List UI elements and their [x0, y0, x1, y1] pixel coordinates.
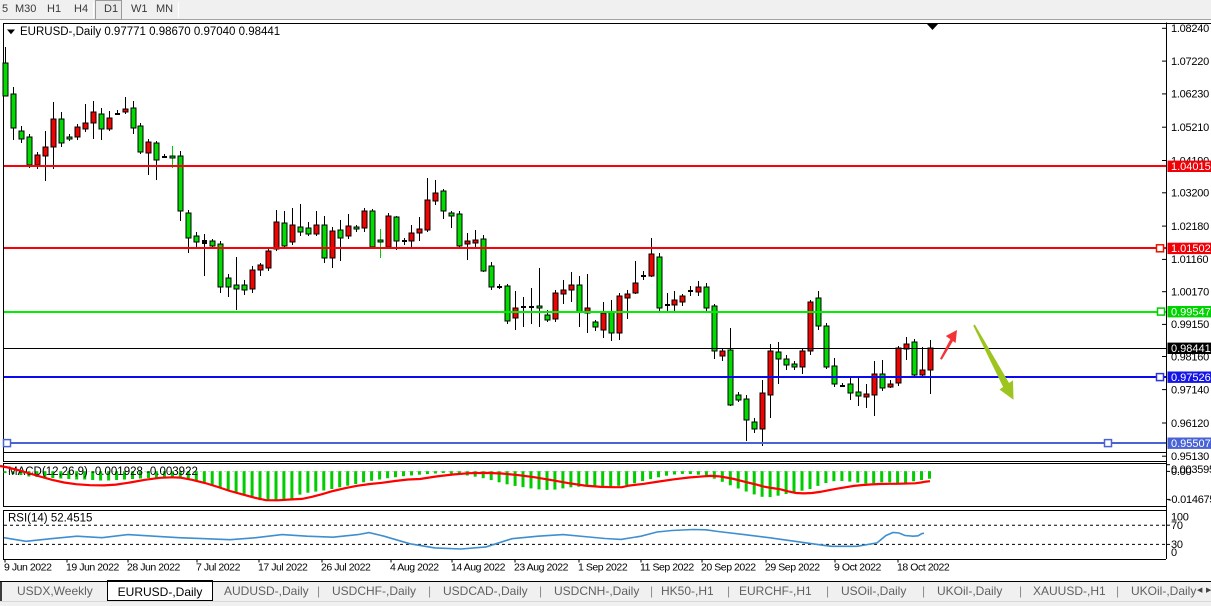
- svg-text:30: 30: [1171, 539, 1183, 551]
- svg-text:100: 100: [1171, 511, 1189, 523]
- svg-text:19 Jun 2022: 19 Jun 2022: [66, 562, 119, 574]
- svg-text:0.97140: 0.97140: [1171, 384, 1209, 396]
- svg-text:0.97526: 0.97526: [1171, 372, 1211, 384]
- svg-text:11 Sep 2022: 11 Sep 2022: [640, 562, 694, 574]
- svg-text:1.08240: 1.08240: [1171, 23, 1209, 35]
- svg-text:-0.014675: -0.014675: [1168, 494, 1211, 506]
- svg-text:0.003595: 0.003595: [1171, 464, 1211, 476]
- svg-text:1.06230: 1.06230: [1171, 89, 1209, 101]
- svg-text:9 Jun 2022: 9 Jun 2022: [4, 562, 52, 574]
- svg-text:4 Aug 2022: 4 Aug 2022: [390, 562, 439, 574]
- svg-text:1.01160: 1.01160: [1171, 254, 1208, 266]
- svg-text:9 Oct 2022: 9 Oct 2022: [834, 562, 881, 574]
- svg-text:0.95507: 0.95507: [1171, 438, 1211, 450]
- svg-text:1.04015: 1.04015: [1171, 161, 1211, 173]
- svg-text:1.00170: 1.00170: [1171, 287, 1209, 299]
- svg-text:1 Sep 2022: 1 Sep 2022: [578, 562, 628, 574]
- svg-text:0.99547: 0.99547: [1171, 307, 1211, 319]
- svg-text:0.96120: 0.96120: [1171, 418, 1209, 430]
- svg-text:0.98441: 0.98441: [1171, 343, 1211, 355]
- svg-text:1.01502: 1.01502: [1171, 243, 1211, 255]
- svg-text:17 Jul 2022: 17 Jul 2022: [258, 562, 308, 574]
- svg-text:0.00: 0.00: [1171, 466, 1192, 478]
- svg-text:20 Sep 2022: 20 Sep 2022: [701, 562, 756, 574]
- svg-text:14 Aug 2022: 14 Aug 2022: [451, 562, 506, 574]
- svg-text:0.99150: 0.99150: [1171, 319, 1209, 331]
- svg-text:EURUSD-,Daily 0.97771 0.98670: EURUSD-,Daily 0.97771 0.98670 0.97040 0.…: [20, 26, 280, 38]
- svg-text:0.98160: 0.98160: [1171, 351, 1209, 363]
- svg-text:26 Jul 2022: 26 Jul 2022: [321, 562, 371, 574]
- svg-text:1.05210: 1.05210: [1171, 122, 1209, 134]
- svg-text:MACD(12,26,9) -0.001928 -0.003: MACD(12,26,9) -0.001928 -0.003922: [8, 466, 198, 478]
- svg-text:29 Sep 2022: 29 Sep 2022: [765, 562, 820, 574]
- svg-text:RSI(14) 52.4515: RSI(14) 52.4515: [8, 513, 92, 525]
- svg-text:70: 70: [1171, 520, 1183, 532]
- svg-text:0: 0: [1171, 547, 1177, 559]
- svg-text:23 Aug 2022: 23 Aug 2022: [514, 562, 569, 574]
- svg-text:1.02180: 1.02180: [1171, 221, 1209, 233]
- svg-text:1.07220: 1.07220: [1171, 56, 1209, 68]
- svg-text:0.95130: 0.95130: [1171, 451, 1209, 463]
- svg-text:18 Oct 2022: 18 Oct 2022: [897, 562, 950, 574]
- svg-text:1.03200: 1.03200: [1171, 188, 1209, 200]
- svg-text:7 Jul 2022: 7 Jul 2022: [196, 562, 241, 574]
- svg-text:28 Jun 2022: 28 Jun 2022: [127, 562, 180, 574]
